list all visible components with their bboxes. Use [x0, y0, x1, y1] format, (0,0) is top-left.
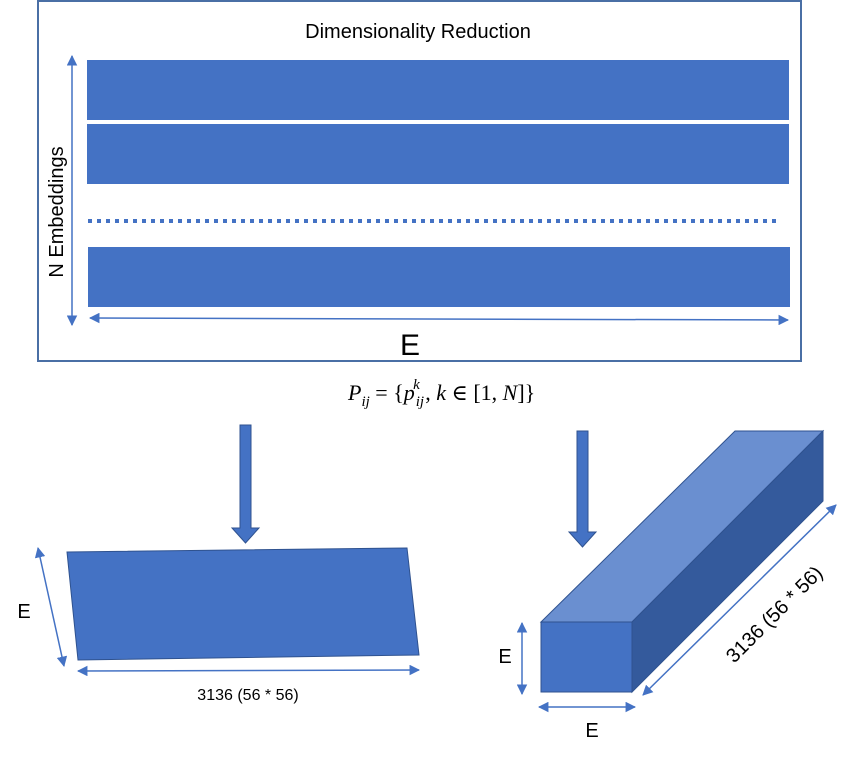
box-front-face: [540, 621, 633, 693]
formula: Pij = {pijk , k ∈ [1, N]}: [347, 377, 535, 410]
box-width-label: E: [585, 720, 598, 742]
box-depth-arrow: [642, 504, 837, 696]
right-down-arrow: [567, 430, 598, 548]
plane-height-label: E: [17, 601, 30, 623]
embedding-bar-2: [87, 124, 789, 184]
plane-width-arrow: [76, 664, 421, 677]
box-height-label: E: [498, 646, 511, 668]
flattened-plane: [66, 547, 420, 661]
e-width-label: E: [400, 329, 420, 362]
embedding-bar-n: [88, 247, 790, 307]
embedding-bar-1: [87, 60, 789, 120]
e-width-arrow: [88, 312, 790, 326]
left-down-arrow: [230, 424, 261, 544]
top-panel-title: Dimensionality Reduction: [305, 21, 531, 43]
plane-width-label: 3136 (56 * 56): [197, 687, 298, 704]
n-embeddings-label: N Embeddings: [46, 146, 68, 277]
plane-height-arrow: [34, 546, 68, 668]
